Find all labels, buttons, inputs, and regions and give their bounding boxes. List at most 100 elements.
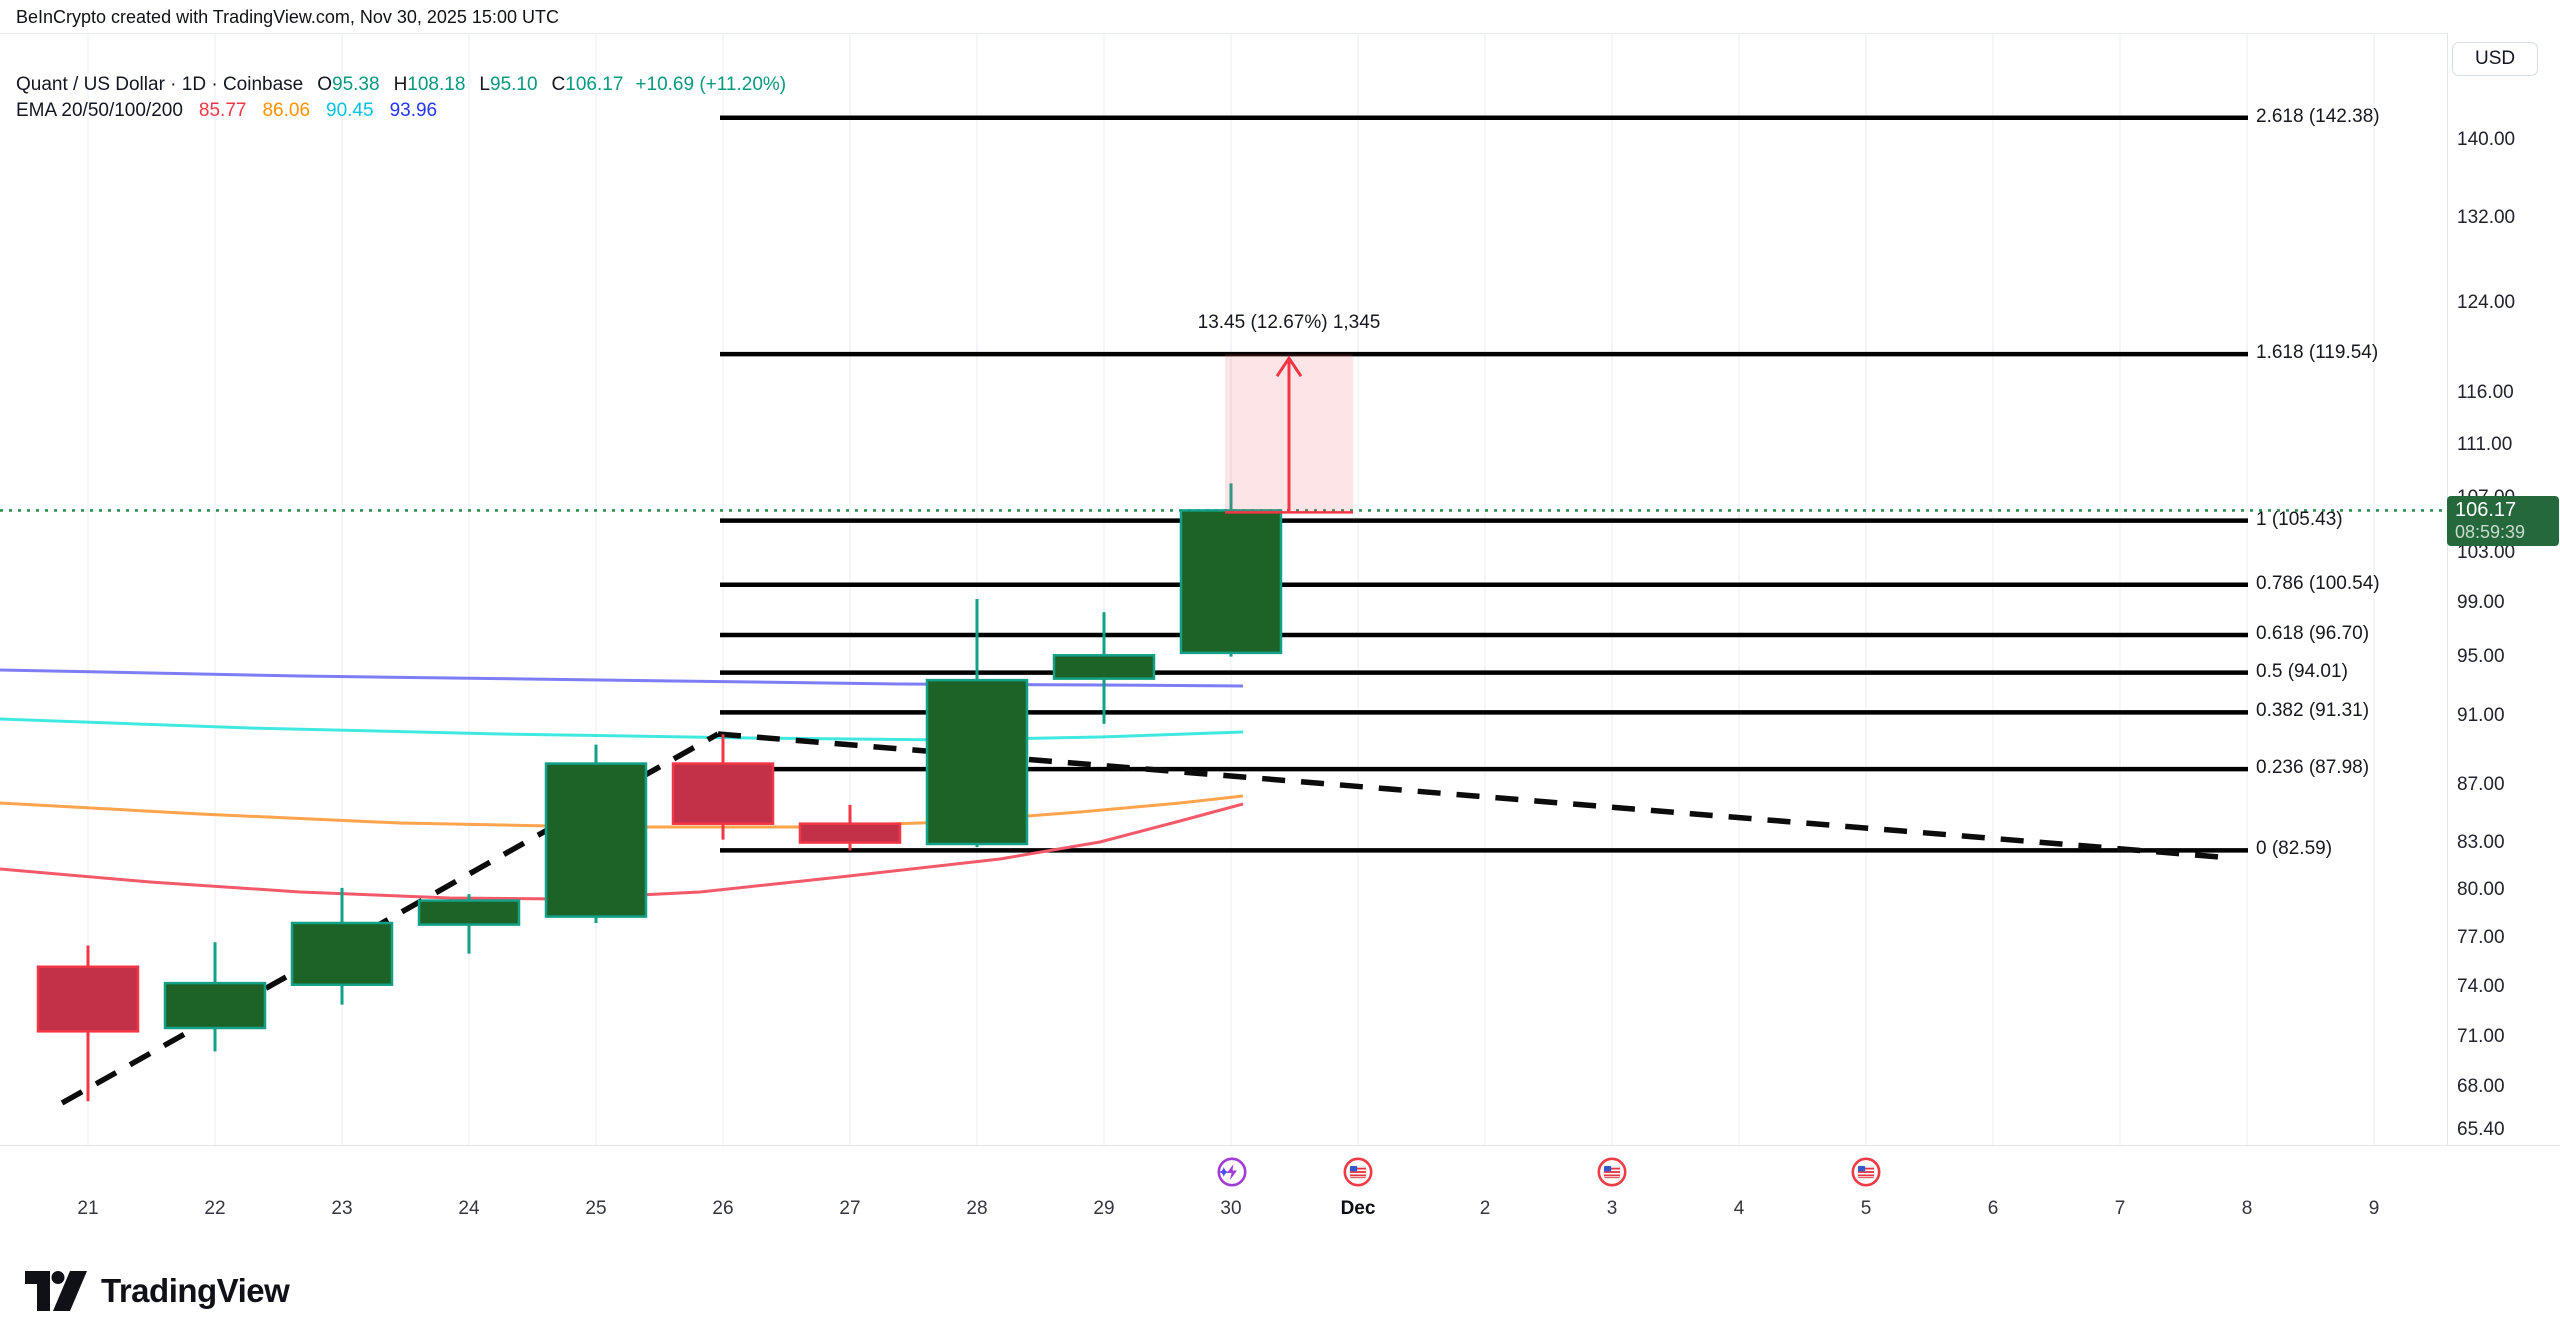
- symbol-legend-row[interactable]: Quant / US Dollar · 1D · Coinbase O95.38 H…: [16, 72, 786, 98]
- price-tick-label: 83.00: [2457, 832, 2505, 853]
- candle-body: [290, 921, 394, 986]
- us-economic-event-icon[interactable]: [1338, 1154, 1378, 1195]
- tradingview-logo-text: TradingView: [101, 1272, 290, 1309]
- candle-body: [798, 822, 902, 844]
- time-tick-label: 3: [1606, 1198, 1618, 1219]
- candle[interactable]: [798, 804, 902, 851]
- price-tick-label: 95.00: [2457, 646, 2505, 667]
- symbol-title[interactable]: Quant / US Dollar · 1D · Coinbase: [16, 74, 304, 95]
- price-tick-label: 71.00: [2457, 1026, 2505, 1047]
- candle[interactable]: [544, 744, 648, 923]
- price-tick-label: 65.40: [2457, 1119, 2505, 1140]
- price-tick-label: 124.00: [2457, 292, 2516, 313]
- time-tick-label: 23: [331, 1198, 353, 1219]
- candle[interactable]: [1179, 483, 1283, 657]
- candle-body: [1052, 654, 1156, 680]
- ohlc-field-value: 108.18: [407, 74, 466, 95]
- fib-level-label[interactable]: 0 (82.59): [2256, 838, 2333, 860]
- time-tick-label: Dec: [1340, 1198, 1376, 1219]
- candle-body: [417, 899, 521, 926]
- tradingview-logo-icon: [25, 1271, 87, 1311]
- tradingview-logo[interactable]: TradingView: [25, 1271, 290, 1311]
- fib-level-label[interactable]: 1.618 (119.54): [2256, 342, 2379, 364]
- us-economic-event-icon[interactable]: [1592, 1154, 1632, 1195]
- candle[interactable]: [671, 734, 775, 840]
- price-tick-label: 111.00: [2457, 434, 2513, 455]
- price-tick-label: 91.00: [2457, 705, 2505, 726]
- time-tick-label: 22: [204, 1198, 226, 1219]
- ema-200-line[interactable]: [0, 668, 1244, 688]
- watermark-attribution: BeInCrypto created with TradingView.com,…: [16, 7, 559, 27]
- price-axis[interactable]: USD 140.00132.00124.00116.00111.00107.00…: [2447, 33, 2560, 1145]
- fib-level-label[interactable]: 2.618 (142.38): [2256, 105, 2380, 127]
- time-tick-label: 28: [966, 1198, 988, 1219]
- candle-body: [36, 965, 140, 1033]
- ema-20-line[interactable]: [0, 802, 1244, 901]
- time-tick-label: 5: [1860, 1198, 1872, 1219]
- time-tick-label: 25: [585, 1198, 607, 1219]
- time-tick-label: 26: [712, 1198, 734, 1219]
- ema-indicator-label[interactable]: EMA 20/50/100/200: [16, 100, 183, 121]
- ema-100-line[interactable]: [0, 717, 1244, 742]
- projection-arrowhead: [1275, 355, 1303, 378]
- last-price-value: 106.17: [2455, 499, 2517, 522]
- price-tick-label: 87.00: [2457, 774, 2505, 795]
- ohlc-field-value: 95.10: [490, 74, 538, 95]
- time-tick-label: 4: [1733, 1198, 1745, 1219]
- ohlc-field-label: C: [551, 74, 566, 95]
- price-tick-label: 68.00: [2457, 1076, 2505, 1097]
- price-tick-label: 99.00: [2457, 592, 2505, 613]
- fib-level-label[interactable]: 0.786 (100.54): [2256, 572, 2380, 594]
- fib-level-label[interactable]: 1 (105.43): [2256, 508, 2343, 530]
- price-tick-label: 103.00: [2457, 542, 2516, 563]
- ohlc-field-value: 106.17: [565, 74, 624, 95]
- candle-body: [1179, 509, 1283, 655]
- price-tick-label: 132.00: [2457, 207, 2516, 228]
- price-tick-label: 80.00: [2457, 879, 2505, 900]
- time-tick-label: 8: [2241, 1198, 2253, 1219]
- crypto-event-icon[interactable]: [1211, 1154, 1251, 1195]
- time-tick-label: 21: [77, 1198, 99, 1219]
- fib-level-label[interactable]: 0.382 (91.31): [2256, 700, 2370, 722]
- time-tick-label: 30: [1220, 1198, 1242, 1219]
- projection-measure-label: 13.45 (12.67%) 1,345: [1197, 312, 1381, 333]
- price-tick-label: 116.00: [2457, 382, 2514, 403]
- candle-body: [671, 762, 775, 825]
- chart-legend: Quant / US Dollar · 1D · Coinbase O95.38 H…: [16, 72, 786, 124]
- candle-body: [925, 678, 1029, 846]
- countdown-timer: 08:59:39: [2455, 522, 2526, 543]
- ema-legend-row[interactable]: EMA 20/50/100/200 85.77 86.06 90.45 93.96: [16, 98, 786, 124]
- ema-value: 85.77: [198, 100, 247, 121]
- candle[interactable]: [925, 599, 1029, 848]
- candle-body: [544, 762, 648, 918]
- candle[interactable]: [1052, 612, 1156, 724]
- candle[interactable]: [417, 894, 521, 954]
- fib-level-label[interactable]: 0.5 (94.01): [2256, 660, 2348, 682]
- candle[interactable]: [36, 945, 140, 1102]
- time-tick-label: 2: [1479, 1198, 1491, 1219]
- price-change: +10.69 (+11.20%): [635, 74, 787, 95]
- time-tick-label: 9: [2368, 1198, 2380, 1219]
- candle[interactable]: [163, 942, 267, 1052]
- time-axis[interactable]: 21 22 23 24 25 26 27 28 29 30 Dec 2 3 4 5 6 7 8 9: [0, 1145, 2560, 1259]
- ema-value: 90.45: [326, 100, 374, 121]
- chart-canvas[interactable]: [0, 34, 2447, 1146]
- currency-toggle-chip[interactable]: USD: [2452, 42, 2539, 76]
- ohlc-field-label: O: [317, 74, 333, 95]
- candle[interactable]: [290, 887, 394, 1005]
- time-tick-label: 6: [1987, 1198, 1999, 1219]
- time-tick-label: 7: [2114, 1198, 2126, 1219]
- time-tick-label: 29: [1093, 1198, 1115, 1219]
- ema-value: 86.06: [262, 100, 311, 121]
- price-tick-label: 140.00: [2457, 129, 2516, 150]
- logo-strip: TradingView: [0, 1257, 2560, 1331]
- fib-level-label[interactable]: 0.618 (96.70): [2256, 623, 2370, 645]
- fib-level-label[interactable]: 0.236 (87.98): [2256, 757, 2370, 779]
- ohlc-field-value: 95.38: [332, 74, 380, 95]
- price-tick-label: 77.00: [2457, 927, 2505, 948]
- chart-area[interactable]: Quant / US Dollar · 1D · Coinbase O95.38 H…: [0, 33, 2560, 1146]
- us-economic-event-icon[interactable]: [1846, 1154, 1886, 1195]
- ohlc-field-label: H: [393, 74, 408, 95]
- last-price-badge: 106.17 08:59:39: [2447, 496, 2559, 547]
- time-tick-label: 27: [839, 1198, 861, 1219]
